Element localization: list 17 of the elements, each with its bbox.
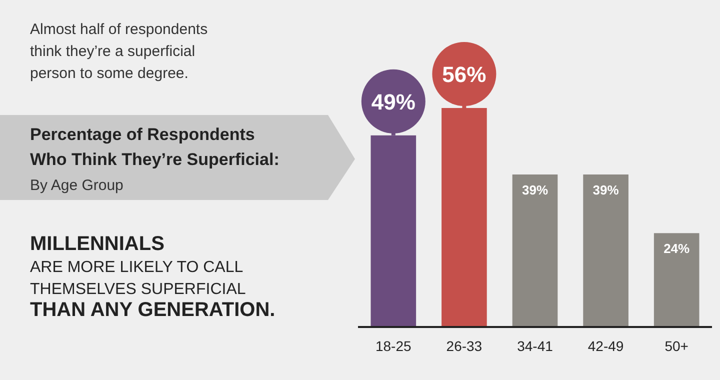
text: Almost half of respondents think they’re a superficial person to some degree. [30,21,208,82]
bar [512,174,558,327]
data-label: 24% [664,241,690,256]
data-label: 39% [522,182,548,198]
text: Percentage of Respondents Who Think They’re Superficial: [30,125,280,169]
data-label: 49% [371,89,416,114]
text: MILLENNIALS ARE MORE LIKELY TO CALL THEMSELVES SUPERFICIAL THAN ANY GENERATION. [30,233,276,321]
x-tick-label: 42-49 [588,338,624,354]
x-tick-label: 34-41 [517,338,554,354]
data-label: 56% [442,62,486,87]
bar [654,233,700,327]
x-tick-label: 50+ [664,338,688,354]
x-tick-label: 18-25 [375,338,412,354]
x-tick-label: 26-33 [446,338,482,354]
data-label: 39% [592,182,620,198]
bar [583,174,628,327]
text: By Age Group [30,177,124,194]
